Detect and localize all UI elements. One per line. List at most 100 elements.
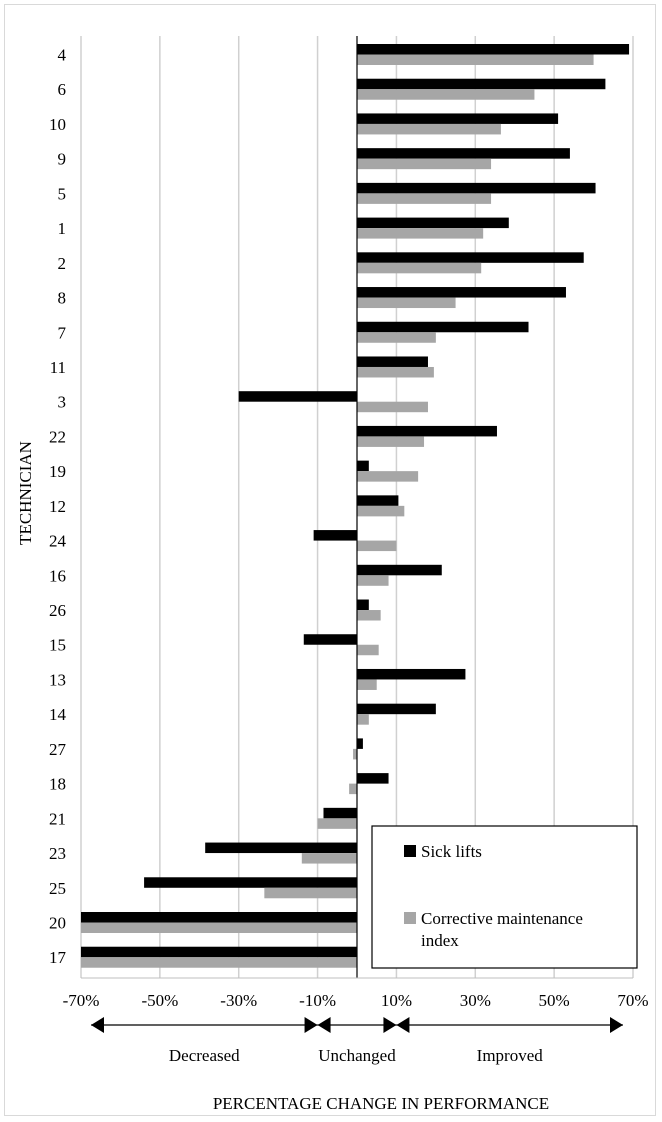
tick-label: -70% xyxy=(63,991,100,1010)
y-axis-title: TECHNICIAN xyxy=(16,441,35,545)
bar-corrective-maintenance xyxy=(357,193,492,204)
category-label: 22 xyxy=(49,427,66,446)
category-label: 17 xyxy=(49,948,67,967)
bar-sick-lifts xyxy=(357,78,606,90)
tick-label: -10% xyxy=(299,991,336,1010)
bar-corrective-maintenance xyxy=(357,123,501,135)
zone-label: Unchanged xyxy=(318,1046,396,1065)
tick-label: 10% xyxy=(381,991,412,1010)
tick-label: -50% xyxy=(141,991,178,1010)
bar-corrective-maintenance xyxy=(357,158,492,170)
bar-sick-lifts xyxy=(238,391,357,402)
bar-sick-lifts xyxy=(357,321,529,333)
bar-corrective-maintenance xyxy=(264,887,357,899)
category-label: 12 xyxy=(49,497,66,516)
category-label: 4 xyxy=(58,46,67,65)
bar-sick-lifts xyxy=(357,44,630,55)
category-label: 6 xyxy=(58,80,67,99)
x-axis-title: PERCENTAGE CHANGE IN PERFORMANCE xyxy=(213,1094,549,1113)
category-label: 13 xyxy=(49,670,66,689)
category-label: 9 xyxy=(58,150,67,169)
category-label: 10 xyxy=(49,115,66,134)
category-label: 20 xyxy=(49,914,66,933)
bar-corrective-maintenance xyxy=(357,228,484,239)
category-label: 19 xyxy=(49,462,66,481)
bar-corrective-maintenance xyxy=(357,366,434,378)
category-label: 2 xyxy=(58,254,67,273)
tick-label: 50% xyxy=(539,991,570,1010)
category-label: 8 xyxy=(58,289,67,308)
bar-sick-lifts xyxy=(303,634,357,645)
performance-zones: Decreased Unchanged Improved xyxy=(91,1017,623,1065)
zone-arrowhead xyxy=(396,1017,410,1033)
legend-swatch-corrective-maintenance xyxy=(404,912,416,924)
bar-corrective-maintenance xyxy=(357,610,381,621)
legend: Sick lifts Corrective maintenance index xyxy=(371,825,638,969)
tick-label: 30% xyxy=(460,991,491,1010)
category-label: 11 xyxy=(50,358,66,377)
zone-arrowhead xyxy=(610,1017,623,1033)
bar-corrective-maintenance xyxy=(357,54,594,65)
bar-corrective-maintenance xyxy=(349,783,357,795)
legend-label-sick-lifts: Sick lifts xyxy=(421,842,482,861)
legend-swatch-sick-lifts xyxy=(404,845,416,857)
bar-sick-lifts xyxy=(144,877,357,888)
category-label: 16 xyxy=(49,566,66,585)
category-label: 7 xyxy=(58,323,67,342)
bar-sick-lifts xyxy=(357,599,369,611)
zone-label: Improved xyxy=(477,1046,544,1065)
zone-arrowhead xyxy=(304,1017,318,1033)
tick-label: -30% xyxy=(220,991,257,1010)
bar-corrective-maintenance xyxy=(357,644,379,656)
bar-sick-lifts xyxy=(357,217,509,229)
bar-sick-lifts xyxy=(357,356,428,367)
zone-arrowhead xyxy=(91,1017,104,1033)
category-label: 3 xyxy=(58,393,67,412)
bar-sick-lifts xyxy=(357,460,369,472)
bar-sick-lifts xyxy=(357,703,436,715)
bar-corrective-maintenance xyxy=(81,957,357,968)
bar-sick-lifts xyxy=(357,113,559,124)
bar-corrective-maintenance xyxy=(357,262,482,274)
bar-corrective-maintenance xyxy=(357,436,425,447)
legend-box xyxy=(371,825,638,969)
bar-corrective-maintenance xyxy=(81,922,357,933)
bar-corrective-maintenance xyxy=(357,89,535,100)
category-label: 1 xyxy=(58,219,67,238)
category-label: 14 xyxy=(49,705,67,724)
bar-sick-lifts xyxy=(205,842,357,854)
bar-sick-lifts xyxy=(357,182,596,194)
bar-corrective-maintenance xyxy=(301,853,357,864)
bar-sick-lifts xyxy=(313,530,357,541)
category-label: 15 xyxy=(49,636,66,655)
bar-corrective-maintenance xyxy=(357,679,377,690)
bar-sick-lifts xyxy=(81,912,357,923)
category-label: 24 xyxy=(49,532,67,551)
bars xyxy=(81,44,630,968)
bar-corrective-maintenance xyxy=(353,748,357,760)
bar-sick-lifts xyxy=(357,287,566,298)
tick-labels: -70% -50% -30% -10% 10% 30% 50% 70% xyxy=(63,991,649,1010)
bar-corrective-maintenance xyxy=(357,505,405,517)
bar-corrective-maintenance xyxy=(317,818,357,829)
bar-corrective-maintenance xyxy=(357,297,456,309)
category-label: 26 xyxy=(49,601,66,620)
axes xyxy=(81,36,633,979)
bar-corrective-maintenance xyxy=(357,540,397,552)
bar-sick-lifts xyxy=(357,773,389,784)
tick-label: 70% xyxy=(617,991,648,1010)
category-label: 21 xyxy=(49,809,66,828)
category-label: 23 xyxy=(49,844,66,863)
category-label: 5 xyxy=(58,184,67,203)
bar-sick-lifts xyxy=(357,738,363,749)
bar-sick-lifts xyxy=(357,425,497,437)
bar-corrective-maintenance xyxy=(357,575,389,586)
category-label: 25 xyxy=(49,879,66,898)
bar-sick-lifts xyxy=(357,668,466,680)
chart-frame xyxy=(4,4,656,1116)
bar-corrective-maintenance xyxy=(357,714,369,725)
legend-label-corrective-maintenance: Corrective maintenance index xyxy=(421,909,583,950)
zone-arrowhead xyxy=(383,1017,397,1033)
zone-label: Decreased xyxy=(169,1046,240,1065)
